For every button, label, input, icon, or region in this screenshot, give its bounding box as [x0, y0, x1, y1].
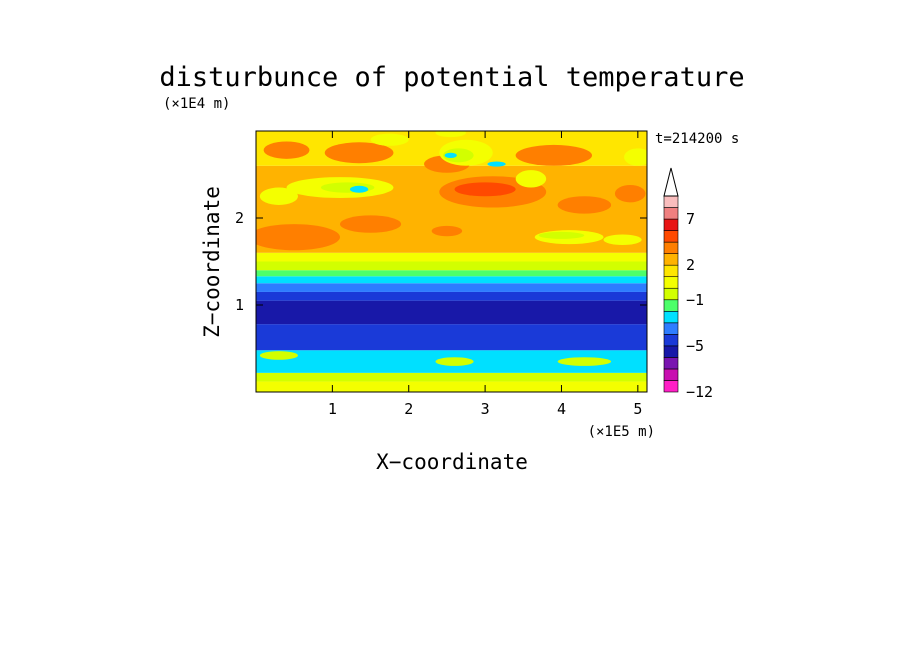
- contour-feature-22: [443, 148, 474, 163]
- contour-feature-16: [603, 234, 642, 245]
- chart-title: disturbunce of potential temperature: [159, 62, 744, 93]
- contour-band-0: [256, 381, 647, 392]
- contour-feature-8: [557, 196, 612, 214]
- contour-band-6: [256, 283, 647, 292]
- y-axis: 12: [235, 209, 647, 314]
- colorbar-cell: [663, 253, 679, 266]
- x-tick-label: 3: [481, 400, 490, 418]
- contour-feature-20: [349, 185, 369, 193]
- contour-feature-5: [340, 215, 402, 233]
- colorbar-cell: [663, 218, 679, 231]
- y-tick-label: 1: [235, 296, 244, 314]
- contour-feature-27: [370, 133, 409, 146]
- x-tick-label: 5: [633, 400, 642, 418]
- y-tick-label: 2: [235, 209, 244, 227]
- time-label: t=214200 s: [655, 131, 739, 147]
- x-axis: 1 2 3 4 5: [328, 131, 642, 418]
- colorbar-cell: [663, 264, 679, 278]
- colorbar-cell: [663, 276, 679, 289]
- x-tick-label: 4: [557, 400, 566, 418]
- contour-feature-11: [324, 142, 394, 164]
- y-axis-unit: (×1E4 m): [163, 96, 230, 112]
- colorbar-cell: [663, 345, 679, 358]
- colorbar-tick-label: −5: [686, 337, 704, 355]
- contour-band-8: [256, 270, 647, 277]
- x-tick-label: 2: [404, 400, 413, 418]
- contour-feature-17: [259, 187, 299, 205]
- contour-band-4: [256, 300, 647, 325]
- colorbar-cell: [663, 357, 679, 370]
- contour-feature-13: [515, 144, 593, 166]
- colorbar-cell: [663, 322, 679, 335]
- contour-band-9: [256, 261, 647, 271]
- contour-feature-28: [435, 131, 467, 138]
- contour-feature-23: [444, 152, 457, 158]
- colorbar-tick-label: −12: [686, 383, 713, 401]
- colorbar-extend-arrow: [663, 167, 679, 197]
- colorbar-cell: [663, 299, 679, 312]
- colorbar-tick-label: −1: [686, 291, 704, 309]
- colorbar: −12−5−127: [663, 167, 713, 401]
- x-axis-label: X−coordinate: [376, 450, 528, 474]
- contour-feature-10: [263, 141, 310, 159]
- colorbar-cell: [663, 334, 679, 347]
- contour-feature-24: [487, 161, 506, 167]
- colorbar-cell: [663, 368, 679, 381]
- contour-band-3: [256, 324, 647, 351]
- colorbar-cell: [663, 287, 679, 301]
- contour-feature-4: [431, 225, 463, 237]
- colorbar-cell: [663, 230, 679, 243]
- colorbar-cell: [663, 207, 679, 220]
- contour-band-5: [256, 291, 647, 301]
- contour-feature-25: [515, 170, 547, 188]
- colorbar-tick-label: 7: [686, 210, 695, 228]
- contour-band-10: [256, 252, 647, 262]
- contour-feature-7: [454, 182, 516, 197]
- x-tick-label: 1: [328, 400, 337, 418]
- contour-feature-0: [435, 357, 474, 366]
- plot-frame: [255, 130, 648, 393]
- contour-feature-3: [256, 224, 340, 251]
- contour-feature-15: [538, 231, 585, 239]
- contour-band-1: [256, 372, 647, 382]
- colorbar-tick-label: 2: [686, 256, 695, 274]
- contour-feature-26: [624, 148, 647, 166]
- contour-feature-2: [259, 351, 299, 360]
- colorbar-cell: [663, 241, 679, 254]
- colorbar-cell: [663, 195, 679, 208]
- x-axis-unit: (×1E5 m): [588, 424, 655, 440]
- colorbar-cell: [663, 310, 679, 324]
- y-axis-label: Z−coordinate: [200, 186, 224, 338]
- colorbar-cell: [663, 380, 679, 393]
- contour-feature-9: [614, 184, 646, 203]
- contour-feature-1: [557, 357, 612, 366]
- contour-band-7: [256, 276, 647, 284]
- contour-field: [256, 131, 647, 392]
